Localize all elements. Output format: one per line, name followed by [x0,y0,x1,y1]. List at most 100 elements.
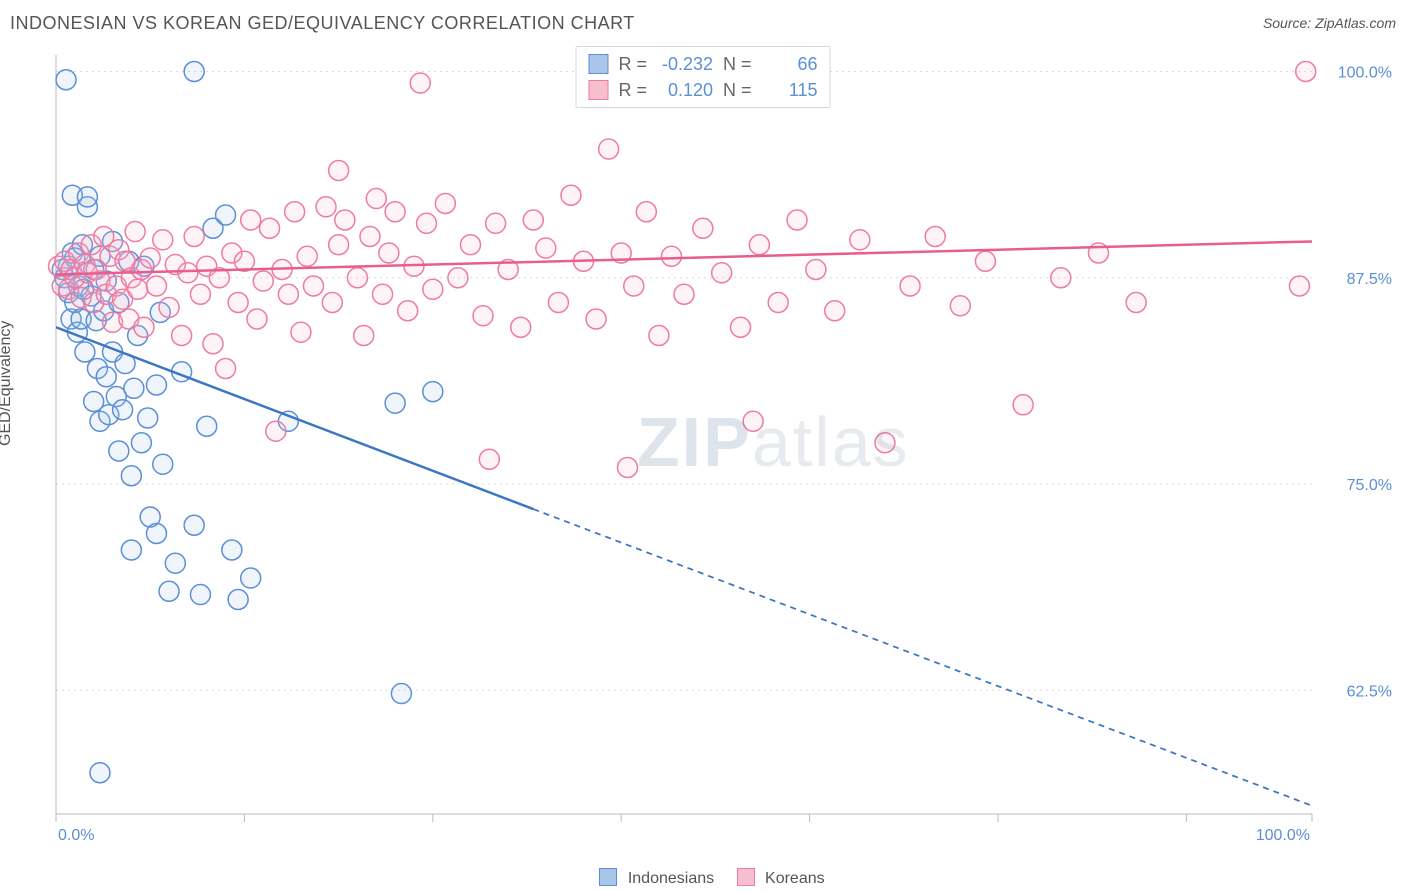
scatter-point [536,238,556,258]
scatter-point [121,540,141,560]
scatter-point [153,454,173,474]
scatter-point [347,268,367,288]
scatter-point [278,284,298,304]
legend-swatch [599,868,617,886]
scatter-point [649,326,669,346]
scatter-point [203,334,223,354]
scatter-point [159,297,179,317]
scatter-point [435,194,455,214]
scatter-point [335,210,355,230]
bottom-legend: Indonesians Koreans [0,868,1406,888]
scatter-point [124,378,144,398]
scatter-point [146,524,166,544]
scatter-point [417,213,437,233]
scatter-point [266,421,286,441]
scatter-point [146,375,166,395]
scatter-point [743,411,763,431]
scatter-point [523,210,543,230]
scatter-point [184,62,204,82]
source-label: Source: [1263,15,1315,31]
scatter-point [146,276,166,296]
scatter-point [460,235,480,255]
scatter-point [241,568,261,588]
scatter-point [875,433,895,453]
scatter-point [121,466,141,486]
scatter-point [661,246,681,266]
scatter-point [172,326,192,346]
scatter-point [398,301,418,321]
scatter-point [96,367,116,387]
svg-text:100.0%: 100.0% [1338,65,1392,82]
stat-r-label: R = [618,51,647,77]
scatter-point [75,342,95,362]
scatter-point [950,296,970,316]
svg-text:87.5%: 87.5% [1347,271,1392,288]
scatter-point [190,284,210,304]
svg-text:75.0%: 75.0% [1347,477,1392,494]
scatter-point [260,218,280,238]
legend-swatch [737,868,755,886]
stat-r-label: R = [618,77,647,103]
scatter-point [599,139,619,159]
scatter-point [109,441,129,461]
scatter-point [360,227,380,247]
legend-swatch [588,80,608,100]
scatter-point [165,553,185,573]
scatter-point [975,251,995,271]
scatter-point [423,382,443,402]
scatter-point [674,284,694,304]
scatter-point [806,260,826,280]
scatter-point [624,276,644,296]
scatter-point [354,326,374,346]
scatter-point [768,293,788,313]
scatter-point [77,187,97,207]
scatter-point [303,276,323,296]
scatter-point [113,400,133,420]
scatter-point [159,581,179,601]
scatter-point [410,73,430,93]
scatter-point [322,293,342,313]
scatter-point [366,189,386,209]
scatter-point [241,210,261,230]
scatter-point [128,279,148,299]
legend-swatch [588,54,608,74]
scatter-point [90,763,110,783]
trend-line-extrapolated [533,509,1312,806]
scatter-point [617,458,637,478]
scatter-point [825,301,845,321]
scatter-point [586,309,606,329]
scatter-point [511,317,531,337]
scatter-point [373,284,393,304]
svg-text:0.0%: 0.0% [58,827,94,844]
scatter-point [473,306,493,326]
scatter-point [712,263,732,283]
scatter-point [184,515,204,535]
scatter-point [197,416,217,436]
scatter-point [291,322,311,342]
scatter-point [925,227,945,247]
scatter-point [385,202,405,222]
scatter-point [316,197,336,217]
stat-r-value: 0.120 [657,77,713,103]
scatter-point [1289,276,1309,296]
legend-label: Indonesians [628,870,714,887]
scatter-point [1126,293,1146,313]
scatter-point [153,230,173,250]
scatter-point [486,213,506,233]
svg-text:62.5%: 62.5% [1347,683,1392,700]
scatter-point [131,433,151,453]
source-name: ZipAtlas.com [1315,15,1396,31]
scatter-point [247,309,267,329]
scatter-point [216,359,236,379]
scatter-point [134,317,154,337]
stat-n-label: N = [723,51,752,77]
scatter-point [561,185,581,205]
stat-n-label: N = [723,77,752,103]
stat-legend-row: R = -0.232 N = 66 [588,51,817,77]
scatter-point [850,230,870,250]
scatter-point [216,205,236,225]
scatter-point [222,540,242,560]
scatter-point [900,276,920,296]
scatter-point [787,210,807,230]
y-axis-label: GED/Equivalency [0,321,15,446]
